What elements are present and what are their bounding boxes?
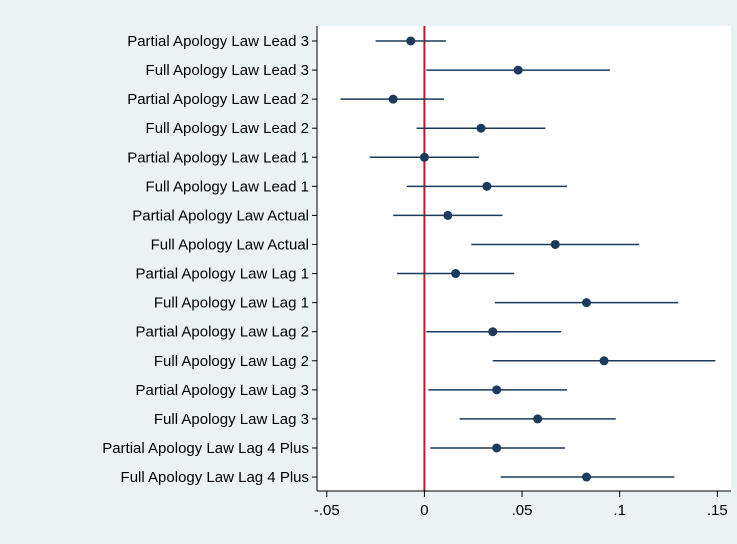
point-estimate-10 bbox=[488, 327, 498, 337]
x-tick-label-4: .15 bbox=[707, 502, 728, 519]
point-estimate-14 bbox=[492, 443, 502, 453]
category-label-4: Partial Apology Law Lead 1 bbox=[127, 149, 309, 166]
chart-axes: Partial Apology Law Lead 3 Full Apology L… bbox=[102, 26, 731, 519]
x-tick-label-0: -.05 bbox=[314, 502, 340, 519]
category-label-1: Full Apology Law Lead 3 bbox=[146, 62, 309, 79]
category-label-7: Full Apology Law Actual bbox=[151, 236, 309, 253]
category-label-0: Partial Apology Law Lead 3 bbox=[127, 33, 309, 50]
x-tick-label-2: .05 bbox=[512, 502, 533, 519]
point-estimate-5 bbox=[482, 181, 492, 191]
point-estimate-9 bbox=[581, 298, 591, 308]
category-label-9: Full Apology Law Lag 1 bbox=[154, 295, 309, 312]
point-estimate-15 bbox=[581, 472, 591, 482]
category-label-2: Partial Apology Law Lead 2 bbox=[127, 91, 309, 108]
point-estimate-8 bbox=[451, 269, 461, 279]
category-label-5: Full Apology Law Lead 1 bbox=[146, 178, 309, 195]
point-estimate-2 bbox=[388, 94, 398, 104]
point-estimate-13 bbox=[533, 414, 543, 424]
category-label-10: Partial Apology Law Lag 2 bbox=[136, 324, 309, 341]
category-label-6: Partial Apology Law Actual bbox=[132, 207, 309, 224]
plot-region bbox=[317, 26, 731, 491]
point-estimate-3 bbox=[476, 123, 486, 133]
x-tick-label-3: .1 bbox=[613, 502, 626, 519]
category-label-12: Partial Apology Law Lag 3 bbox=[136, 382, 309, 399]
point-estimate-11 bbox=[599, 356, 609, 366]
point-estimate-6 bbox=[443, 210, 453, 220]
x-tick-label-1: 0 bbox=[420, 502, 428, 519]
point-estimate-7 bbox=[550, 239, 560, 249]
point-estimate-1 bbox=[513, 65, 523, 75]
category-label-13: Full Apology Law Lag 3 bbox=[154, 411, 309, 428]
point-estimate-12 bbox=[492, 385, 502, 395]
category-label-8: Partial Apology Law Lag 1 bbox=[136, 266, 309, 283]
chart-marks bbox=[340, 26, 716, 491]
category-label-15: Full Apology Law Lag 4 Plus bbox=[121, 469, 309, 486]
category-label-3: Full Apology Law Lead 2 bbox=[146, 120, 309, 137]
point-estimate-0 bbox=[406, 36, 416, 46]
point-estimate-4 bbox=[419, 152, 429, 162]
category-label-14: Partial Apology Law Lag 4 Plus bbox=[102, 440, 309, 457]
category-label-11: Full Apology Law Lag 2 bbox=[154, 353, 309, 370]
